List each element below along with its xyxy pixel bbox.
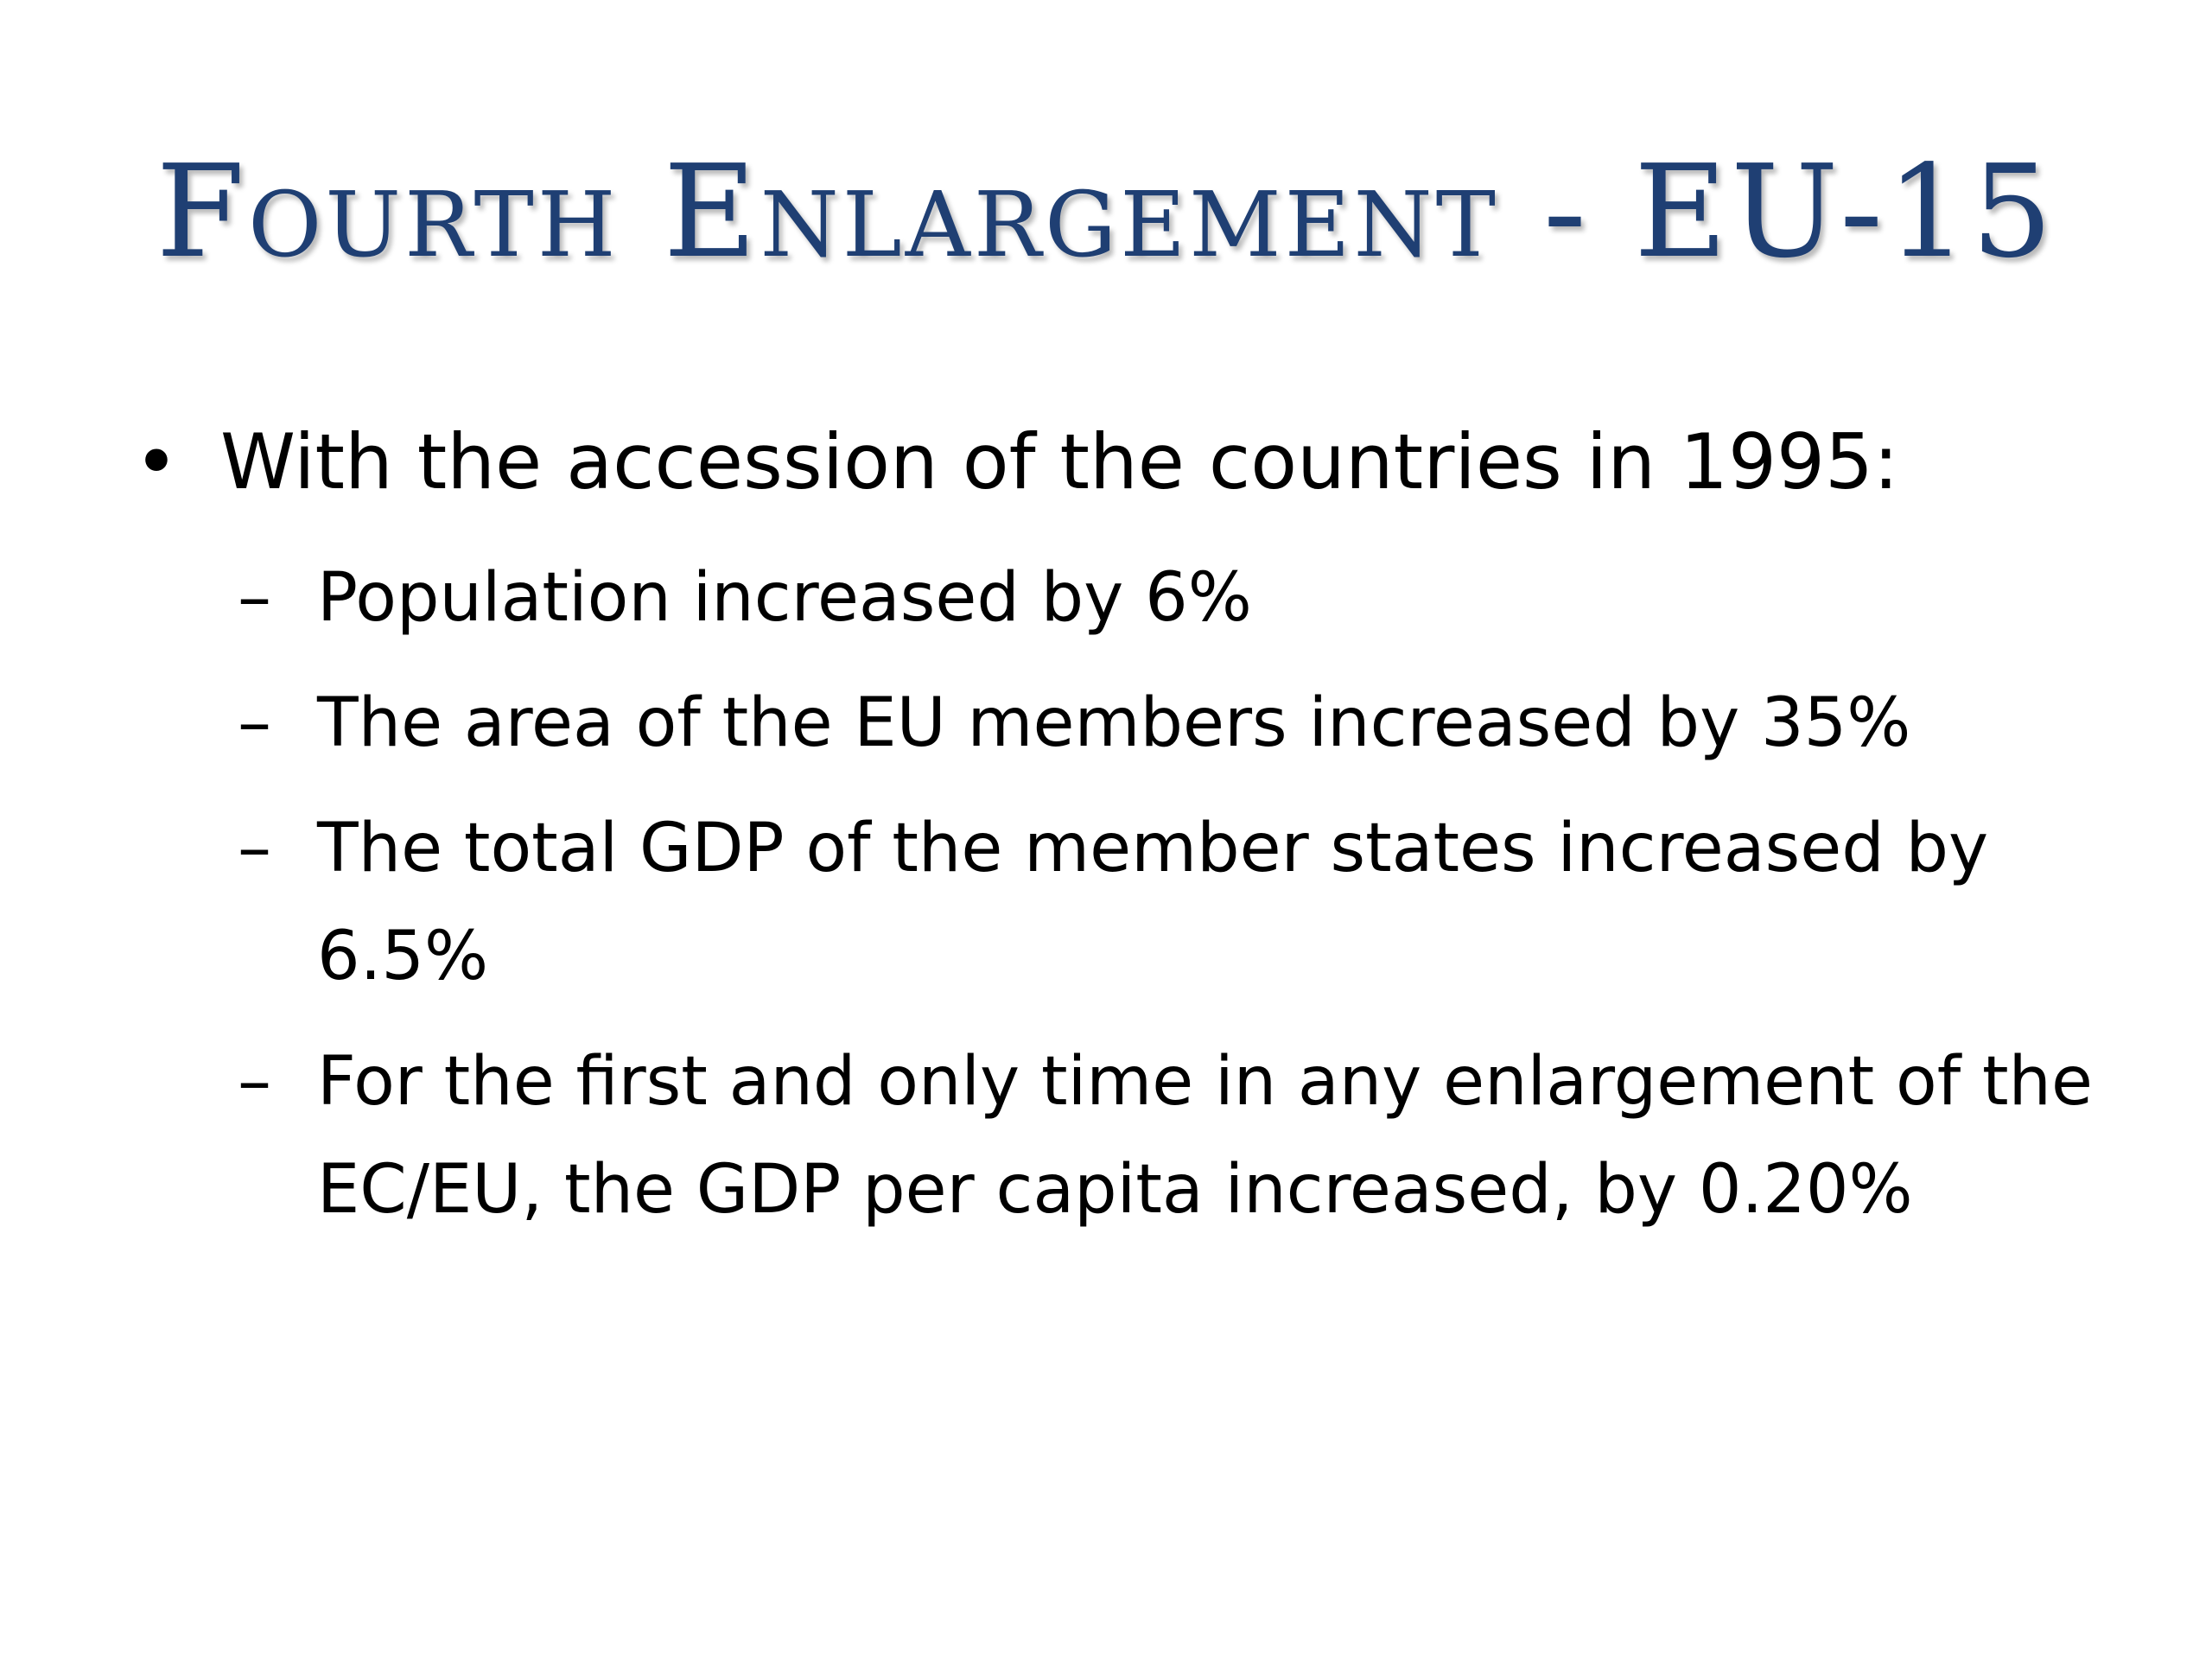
sub-item-gdp-per-capita: – For the first and only time in any enl…	[238, 1028, 2164, 1244]
bullet-item: • With the accession of the countries in…	[134, 406, 2121, 518]
sub-item-text: Population increased by 6%	[317, 559, 1252, 637]
slide-title: Fourth Enlargement - EU-15	[156, 137, 2056, 286]
sub-item-marker: –	[238, 810, 271, 887]
sub-item-marker: –	[238, 684, 271, 762]
sub-item-marker: –	[238, 1043, 271, 1121]
sub-item-marker: –	[238, 559, 271, 637]
sub-item-text: The area of the EU members increased by …	[317, 684, 1911, 762]
sub-item-population: – Population increased by 6%	[238, 544, 2164, 652]
sub-item-text: For the first and only time in any enlar…	[317, 1043, 2093, 1229]
bullet-marker: •	[134, 417, 179, 506]
sub-item-text: The total GDP of the member states incre…	[317, 810, 1989, 995]
sub-item-gdp: – The total GDP of the member states inc…	[238, 795, 2164, 1011]
sub-item-area: – The area of the EU members increased b…	[238, 670, 2164, 778]
bullet-text: With the accession of the countries in 1…	[220, 417, 1899, 506]
